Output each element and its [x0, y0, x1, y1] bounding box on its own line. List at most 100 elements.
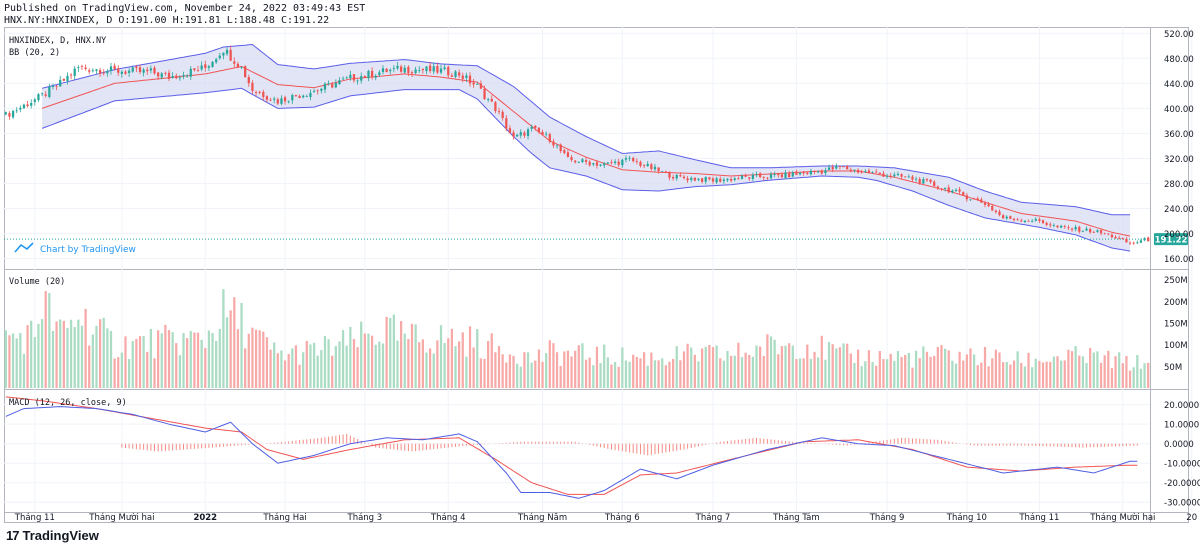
candle [704, 176, 707, 185]
volume-bar [370, 335, 374, 388]
candle [769, 172, 773, 180]
candle-body [777, 173, 780, 176]
candle-body [487, 99, 490, 100]
candle [1114, 235, 1117, 239]
candle-body [302, 95, 305, 98]
candle-body [476, 83, 479, 85]
volume-bar [849, 353, 852, 388]
candle-body [610, 162, 613, 164]
chart-frame [4, 27, 1189, 523]
candle [98, 67, 102, 77]
volume-bar [653, 360, 657, 388]
candle [555, 144, 559, 149]
volume-bar [414, 324, 417, 388]
chart-watermark[interactable]: Chart by TradingView [14, 242, 136, 255]
candle-body [1132, 242, 1135, 244]
volume-bar [1089, 347, 1092, 388]
volume-bar [207, 330, 211, 388]
candle [802, 170, 805, 176]
candle [51, 83, 55, 90]
volume-bar [523, 352, 526, 388]
volume-bar [552, 343, 555, 388]
candle [831, 164, 834, 173]
candle [505, 115, 508, 132]
volume-bar [661, 358, 664, 388]
volume-bar [138, 336, 142, 388]
candle-body [523, 132, 526, 136]
candle-body [298, 95, 301, 99]
volume-bar [175, 343, 178, 388]
candle-body [1070, 228, 1074, 230]
volume-bar [1114, 356, 1117, 388]
candle [207, 64, 211, 72]
volume-bar [396, 340, 399, 388]
candle-body [1099, 230, 1103, 234]
candle [436, 62, 439, 75]
candle-body [1143, 238, 1146, 241]
candle [624, 155, 628, 163]
candle-body [48, 86, 51, 97]
volume-bar [106, 328, 109, 388]
candle-body [925, 179, 929, 181]
candle [37, 93, 40, 102]
candle [178, 75, 182, 81]
volume-bar [969, 348, 972, 388]
volume-bar [1074, 346, 1077, 388]
volume-bar [338, 341, 341, 388]
candle [8, 111, 11, 120]
candle-body [1110, 234, 1114, 238]
candle-body [962, 192, 965, 196]
candle [965, 192, 968, 202]
candle-body [700, 178, 704, 182]
candle-body [1045, 222, 1048, 225]
candle-body [802, 172, 805, 174]
candle [878, 172, 881, 175]
volume-bar [762, 356, 765, 388]
candle [1074, 224, 1077, 232]
volume-bar [19, 333, 22, 388]
volume-bar [182, 333, 185, 388]
volume-bar [740, 357, 744, 388]
volume-bar [835, 348, 838, 388]
candle-body [1136, 242, 1139, 244]
candle [309, 89, 312, 101]
tradingview-logo[interactable]: 17 TradingView [6, 528, 99, 543]
candle [526, 127, 530, 140]
volume-bar [1139, 368, 1143, 388]
candle-body [494, 102, 497, 112]
macd-tick-label: 20.0000 [1164, 401, 1199, 411]
volume-bar [751, 356, 755, 388]
volume-bar [1147, 362, 1150, 388]
candle [327, 80, 330, 86]
volume-bar [497, 346, 501, 388]
candle-body [613, 161, 617, 164]
candle-body [160, 73, 163, 78]
volume-bar [878, 351, 881, 388]
volume-bar [599, 363, 602, 388]
volume-bar [240, 302, 243, 388]
volume-bar [566, 350, 570, 388]
volume-bar [769, 336, 773, 388]
time-tick-label: Tháng Năm [517, 513, 567, 523]
volume-bar [215, 340, 218, 388]
candle [875, 168, 878, 174]
candle-body [918, 178, 921, 184]
candle [1125, 236, 1128, 243]
volume-bar [171, 332, 174, 388]
volume-bar [628, 361, 631, 388]
candle [258, 90, 261, 95]
candle-body [893, 174, 896, 177]
volume-bar [965, 354, 968, 388]
volume-bar [421, 339, 424, 388]
published-caption: Published on TradingView.com, November 2… [4, 3, 366, 14]
candle [160, 71, 163, 80]
time-tick-label: Tháng 11 [14, 513, 55, 523]
volume-bar [410, 323, 414, 388]
volume-bar [1041, 362, 1045, 388]
candle-body [367, 70, 370, 79]
volume-bar [247, 333, 250, 388]
candle [679, 172, 682, 178]
candle-body [124, 71, 127, 74]
candle [356, 79, 359, 85]
